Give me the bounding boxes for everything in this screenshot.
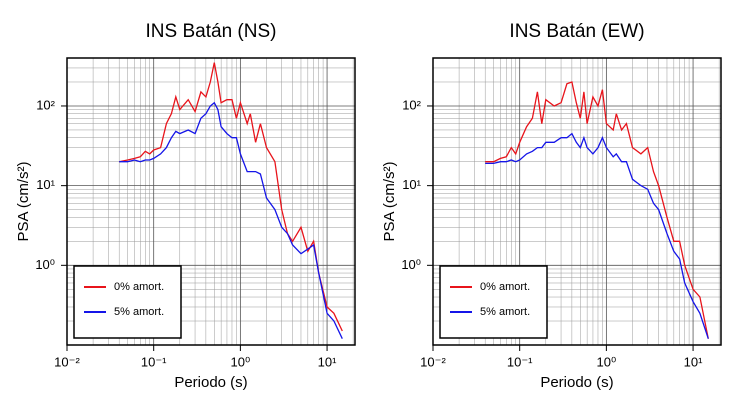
x-tick-label: 10⁻¹: [141, 354, 167, 369]
series-line: [485, 81, 709, 339]
y-tick-label: 10⁰: [35, 257, 55, 272]
legend-label: 5% amort.: [480, 306, 530, 318]
x-tick-label: 10⁻¹: [507, 354, 533, 369]
legend-label: 0% amort.: [114, 281, 164, 293]
plot-frame: [66, 57, 356, 346]
y-axis-label: PSA (cm/s²): [381, 161, 398, 241]
chart-title: INS Batán (EW): [509, 21, 644, 42]
y-tick-label: 10⁰: [401, 257, 421, 272]
y-tick-label: 10²: [36, 97, 55, 112]
legend-label: 0% amort.: [480, 281, 530, 293]
x-axis-label: Periodo (s): [540, 374, 613, 391]
x-tick-label: 10⁻²: [54, 354, 80, 369]
y-tick-label: 10²: [402, 97, 421, 112]
x-tick-label: 10¹: [684, 354, 703, 369]
series-line: [119, 62, 343, 332]
x-tick-label: 10⁻²: [420, 354, 446, 369]
legend-label: 5% amort.: [114, 306, 164, 318]
x-tick-label: 10⁰: [231, 354, 251, 369]
legend-box: [439, 265, 548, 339]
plot-frame: [432, 57, 722, 346]
x-axis-label: Periodo (s): [174, 374, 247, 391]
chart-title: INS Batán (NS): [146, 21, 277, 42]
legend-box: [73, 265, 182, 339]
y-tick-label: 10¹: [402, 177, 421, 192]
y-axis-label: PSA (cm/s²): [15, 161, 32, 241]
series-line: [119, 101, 343, 339]
y-tick-label: 10¹: [36, 177, 55, 192]
x-tick-label: 10⁰: [597, 354, 617, 369]
series-line: [485, 132, 709, 339]
x-tick-label: 10¹: [318, 354, 337, 369]
